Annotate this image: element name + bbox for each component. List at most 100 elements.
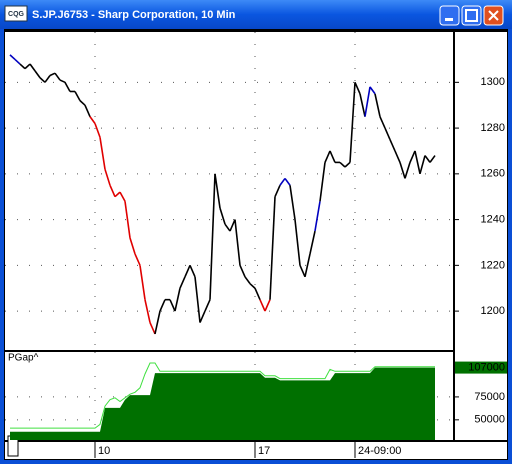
- line: [10, 362, 435, 429]
- price-segment: [124, 201, 131, 239]
- price-segment: [174, 288, 181, 312]
- price-segment: [269, 196, 276, 300]
- price-segment: [149, 322, 156, 335]
- y-tick-label: 1220: [481, 259, 505, 271]
- price-segment: [424, 155, 431, 163]
- price-segment: [74, 91, 81, 102]
- price-segment: [94, 123, 101, 138]
- price-segment: [154, 310, 161, 335]
- indicator-name: PGap^: [8, 353, 39, 364]
- price-segment: [189, 265, 196, 278]
- price-segment: [14, 58, 21, 65]
- price-segment: [369, 86, 376, 95]
- price-segment: [284, 177, 291, 186]
- price-segment: [179, 276, 186, 289]
- price-segment: [144, 299, 151, 323]
- price-segment: [394, 150, 401, 163]
- app-icon-text: CQG: [8, 11, 25, 18]
- price-segment: [404, 162, 411, 179]
- y-tick-label: 50000: [474, 414, 505, 426]
- price-segment: [399, 162, 406, 179]
- price-segment: [99, 137, 106, 170]
- price-segment: [324, 150, 331, 163]
- last-value-box: [455, 361, 507, 374]
- minimize-icon: [445, 18, 453, 21]
- x-axis-area: [5, 442, 507, 459]
- window-buttons: [439, 5, 504, 26]
- last-value-label: 107000: [468, 361, 505, 373]
- title-bar: [0, 0, 512, 29]
- price-segment: [279, 177, 286, 186]
- price-segment: [24, 63, 31, 70]
- price-segment: [204, 299, 211, 312]
- minimize-button[interactable]: [439, 5, 460, 26]
- price-segment: [114, 191, 121, 198]
- price-segment: [249, 283, 256, 289]
- price-segment: [34, 70, 41, 79]
- app-icon: [4, 5, 28, 22]
- close-icon: [488, 10, 499, 21]
- price-segment: [119, 191, 126, 202]
- price-segment: [109, 184, 116, 198]
- y-tick-label: 1200: [481, 305, 505, 317]
- price-segment: [234, 219, 241, 266]
- price-segment: [9, 54, 16, 61]
- maximize-button[interactable]: [461, 5, 482, 26]
- price-segment: [319, 162, 326, 202]
- price-segment: [239, 265, 246, 278]
- price-segment: [309, 230, 316, 255]
- price-segment: [329, 150, 336, 163]
- price-segment: [374, 93, 381, 117]
- price-segment: [224, 223, 231, 232]
- y-tick-label: 75000: [474, 391, 505, 403]
- price-segment: [354, 82, 361, 95]
- price-segment: [299, 265, 306, 278]
- price-segment: [79, 100, 86, 106]
- price-segment: [194, 276, 201, 323]
- price-segment: [54, 72, 61, 81]
- price-segment: [89, 116, 96, 124]
- y-tick-label: 1260: [481, 168, 505, 180]
- price-segment: [339, 161, 346, 168]
- price-segment: [389, 139, 396, 152]
- price-segment: [359, 93, 366, 117]
- price-segment: [274, 184, 281, 198]
- price-segment: [209, 173, 216, 300]
- price-segment: [139, 265, 146, 300]
- price-segment: [409, 150, 416, 163]
- price-segment: [44, 74, 51, 83]
- price-segment: [169, 299, 176, 312]
- price-segment: [199, 310, 206, 323]
- price-panel: [5, 32, 453, 350]
- maximize-icon: [465, 9, 478, 22]
- x-tick-label: 10: [98, 445, 110, 457]
- price-segment: [304, 253, 311, 277]
- price-segment: [364, 86, 371, 117]
- price-segment: [214, 173, 221, 209]
- price-segment: [349, 82, 356, 163]
- x-tick-label: 24-09:00: [358, 445, 401, 457]
- y-axis-area: [455, 32, 507, 440]
- y-tick-label: 1300: [481, 76, 505, 88]
- price-segment: [419, 155, 426, 175]
- price-segment: [384, 127, 391, 140]
- price-segment: [104, 169, 111, 186]
- price-segment: [294, 219, 301, 266]
- window-title: S.JP.J6753 - Sharp Corporation, 10 Min: [32, 9, 236, 21]
- price-segment: [254, 287, 261, 300]
- price-segment: [84, 104, 91, 117]
- area: [10, 367, 435, 440]
- price-segment: [184, 265, 191, 278]
- price-segment: [314, 201, 321, 232]
- price-segment: [289, 185, 296, 220]
- price-segment: [134, 253, 141, 266]
- price-segment: [429, 155, 436, 163]
- price-segment: [129, 237, 136, 255]
- y-tick-label: 1240: [481, 214, 505, 226]
- price-segment: [19, 63, 26, 70]
- x-tick-label: 17: [258, 445, 270, 457]
- price-segment: [264, 299, 271, 312]
- price-segment: [379, 116, 386, 129]
- price-segment: [49, 72, 56, 77]
